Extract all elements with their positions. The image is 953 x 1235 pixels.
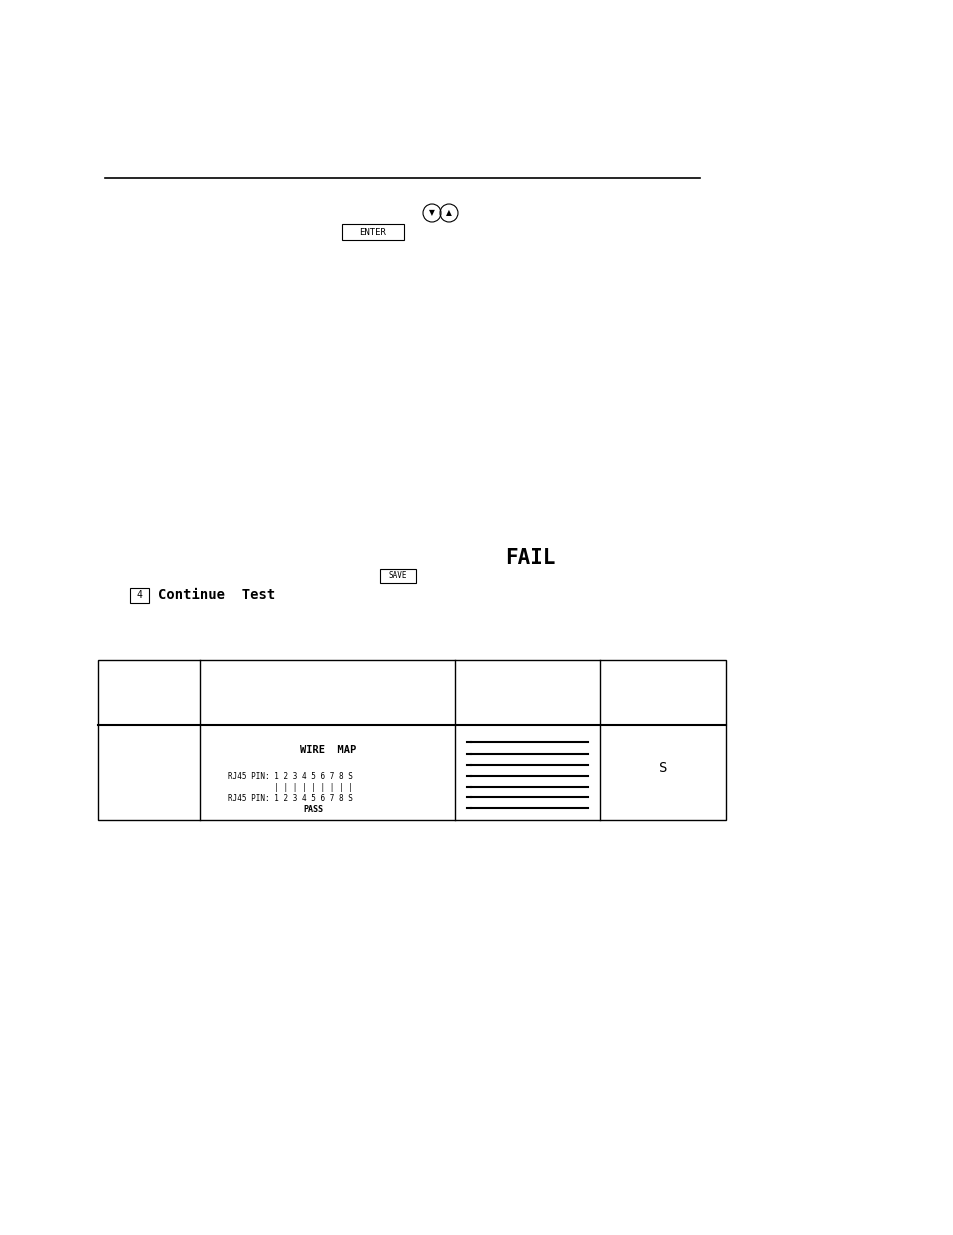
Text: | | | | | | | | |: | | | | | | | | |	[228, 783, 353, 793]
Text: ENTER: ENTER	[359, 227, 386, 236]
Text: RJ45 PIN: 1 2 3 4 5 6 7 8 S: RJ45 PIN: 1 2 3 4 5 6 7 8 S	[228, 794, 353, 804]
Bar	[341, 224, 403, 240]
Bar	[98, 659, 725, 820]
Text: ▲: ▲	[446, 209, 452, 217]
Text: WIRE  MAP: WIRE MAP	[299, 745, 355, 755]
Text: PASS: PASS	[303, 805, 323, 815]
Text: Continue  Test: Continue Test	[158, 588, 275, 601]
Bar	[379, 569, 416, 583]
Text: RJ45 PIN: 1 2 3 4 5 6 7 8 S: RJ45 PIN: 1 2 3 4 5 6 7 8 S	[228, 773, 353, 782]
Bar	[130, 588, 149, 603]
Text: ▼: ▼	[429, 209, 435, 217]
Text: 4: 4	[136, 590, 142, 600]
Text: SAVE: SAVE	[388, 572, 407, 580]
Text: S: S	[659, 761, 666, 776]
Text: FAIL: FAIL	[504, 548, 555, 568]
